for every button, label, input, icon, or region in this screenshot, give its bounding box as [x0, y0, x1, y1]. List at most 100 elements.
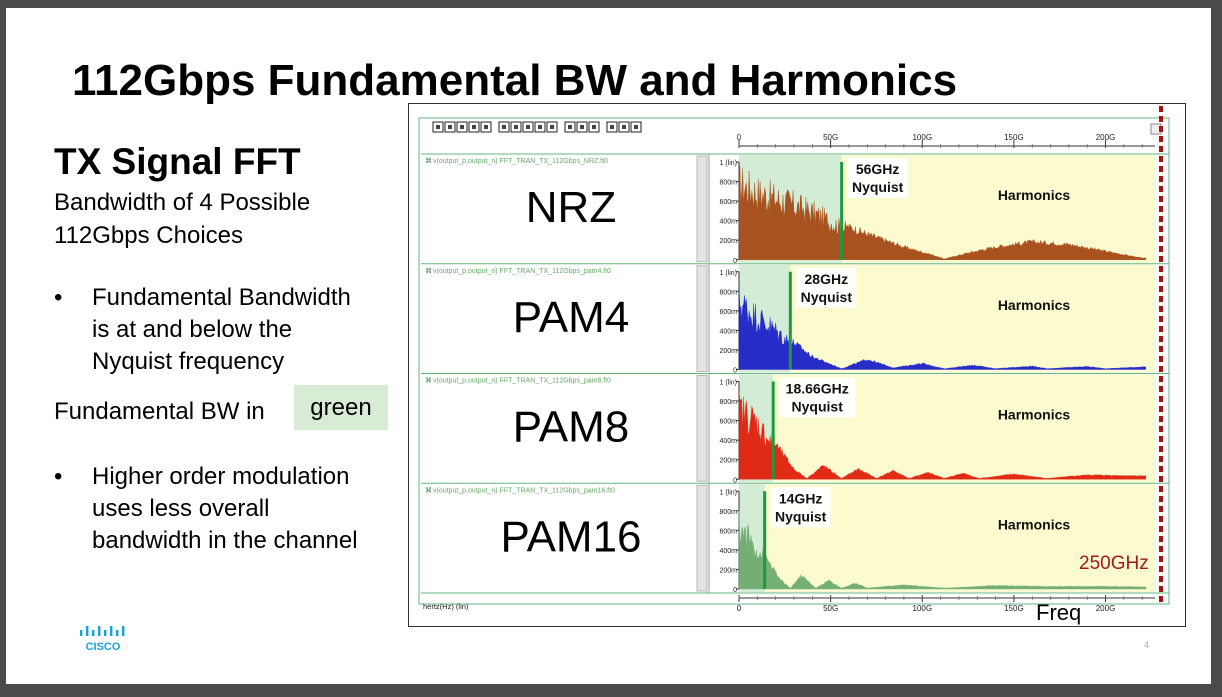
signal-header: v(output_p,output_n) FFT_TRAN_TX_112Gbps…	[433, 378, 611, 385]
panel-scrollbar	[696, 265, 708, 372]
bottom-axis-tick-label: 50G	[823, 604, 838, 613]
modulation-label: NRZ	[526, 183, 616, 232]
toolbar	[432, 121, 642, 133]
spectrum-trace	[738, 509, 1147, 590]
fft-chart-window: 0 50G 100G 150G 200G ⌘ v(output_p,output_n) FF…	[408, 103, 1186, 627]
spectrum-trace	[738, 284, 1147, 370]
bottom-axis-tick-label: 0	[737, 604, 742, 613]
top-axis-tick-label: 0	[737, 133, 742, 142]
panel-pam4: ⌘ v(output_p,output_n) FFT_TRAN_TX_112Gbp…	[421, 263, 1169, 375]
fundamental-bw-text: Fundamental BW in	[54, 398, 265, 425]
toolbar-glyph-icon	[436, 125, 440, 129]
slide-title: 112Gbps Fundamental BW and Harmonics	[72, 56, 958, 105]
signal-check-icon: ⌘	[425, 486, 432, 494]
y-axis-tick-label: 600m	[719, 528, 737, 535]
top-axis-tick-label: 200G	[1096, 133, 1116, 142]
signal-check-icon: ⌘	[425, 377, 432, 385]
bullet-line: uses less overall	[92, 495, 270, 522]
bottom-axis-tick-label: 200G	[1096, 604, 1116, 613]
y-axis-tick-label: 1 (lin)	[719, 270, 737, 277]
bullet-modulation: • Higher order modulation uses less over…	[54, 461, 414, 561]
nyquist-word-label: Nyquist	[792, 399, 844, 415]
top-axis-tick-label: 150G	[1004, 133, 1024, 142]
panel-scrollbar	[696, 155, 708, 263]
spectrum-trace	[738, 391, 1147, 480]
toolbar-glyph-icon	[634, 125, 638, 129]
toolbar-glyph-icon	[502, 125, 506, 129]
harmonics-label: Harmonics	[998, 516, 1071, 532]
top-axis-tick-label: 100G	[912, 133, 932, 142]
toolbar-glyph-icon	[514, 125, 518, 129]
panel-nrz: ⌘ v(output_p,output_n) FFT_TRAN_TX_112Gbp…	[421, 153, 1169, 265]
bullet-marker: •	[54, 463, 63, 490]
plot-frame	[418, 117, 1170, 605]
panel-scrollbar	[696, 484, 708, 592]
description-line-2: 112Gbps Choices	[54, 222, 243, 249]
nyquist-annotation-bg	[770, 487, 831, 528]
page-number: 4	[1144, 640, 1150, 650]
y-axis-tick-label: 0	[733, 587, 737, 594]
nyquist-annotation-bg	[796, 267, 857, 308]
modulation-label: PAM8	[513, 403, 630, 452]
harmonics-label: Harmonics	[998, 297, 1071, 313]
panel-pam8: ⌘ v(output_p,output_n) FFT_TRAN_TX_112Gbp…	[421, 373, 1169, 484]
nyquist-frequency-label: 56GHz	[856, 161, 900, 177]
logo-text: CISCO	[86, 641, 121, 653]
toolbar-glyph-icon	[460, 125, 464, 129]
nyquist-word-label: Nyquist	[852, 179, 904, 195]
toolbar-glyph-icon	[622, 125, 626, 129]
panel-pam16: ⌘ v(output_p,output_n) FFT_TRAN_TX_112Gbp…	[421, 482, 1169, 594]
y-axis-tick-label: 200m	[719, 458, 737, 465]
y-axis-tick-label: 0	[733, 258, 737, 265]
bullet-line: Nyquist frequency	[92, 348, 285, 375]
bullet-marker: •	[54, 284, 63, 311]
y-axis-tick-label: 600m	[719, 309, 737, 316]
signal-check-icon: ⌘	[425, 267, 432, 275]
bullet-line: is at and below the	[92, 316, 293, 343]
signal-check-icon: ⌘	[425, 157, 432, 165]
toolbar-glyph-icon	[550, 125, 554, 129]
y-axis-tick-label: 600m	[719, 199, 737, 206]
harmonics-label: Harmonics	[998, 187, 1071, 203]
nyquist-frequency-label: 28GHz	[805, 271, 849, 287]
bullet-line: bandwidth in the channel	[92, 527, 358, 554]
x-unit-label: hertz(Hz) (lin)	[423, 602, 469, 611]
y-axis-tick-label: 1 (lin)	[719, 160, 737, 167]
y-axis-tick-label: 0	[733, 477, 737, 484]
y-axis-tick-label: 600m	[719, 419, 737, 426]
y-axis-tick-label: 400m	[719, 328, 737, 335]
bullet-line: Fundamental Bandwidth	[92, 284, 351, 311]
y-axis-tick-label: 200m	[719, 567, 737, 574]
green-label: green	[294, 385, 388, 430]
slide-description: Bandwidth of 4 Possible 112Gbps Choices	[54, 186, 310, 252]
nyquist-annotation-bg	[779, 377, 856, 418]
bullet-fundamental: • Fundamental Bandwidth is at and below …	[54, 282, 414, 382]
top-axis-tick-label: 50G	[823, 133, 838, 142]
toolbar-glyph-icon	[568, 125, 572, 129]
toolbar-glyph-icon	[580, 125, 584, 129]
y-axis-tick-label: 200m	[719, 238, 737, 245]
toolbar-glyph-icon	[484, 125, 488, 129]
toolbar-glyph-icon	[592, 125, 596, 129]
freq-axis-label: Freq	[1036, 600, 1082, 625]
nyquist-word-label: Nyquist	[801, 289, 853, 305]
fft-chart: 0 50G 100G 150G 200G⌘ v(output_p,output_n) FF…	[409, 104, 1185, 626]
y-axis-tick-label: 0	[733, 368, 737, 375]
y-axis-tick-label: 400m	[719, 548, 737, 555]
signal-header: v(output_p,output_n) FFT_TRAN_TX_112Gbps…	[433, 487, 615, 494]
description-line-1: Bandwidth of 4 Possible	[54, 189, 311, 216]
y-axis-tick-label: 200m	[719, 348, 737, 355]
y-axis-tick-label: 400m	[719, 438, 737, 445]
y-axis-tick-label: 1 (lin)	[719, 489, 737, 496]
limit-label: 250GHz	[1079, 553, 1149, 574]
panel-scrollbar	[696, 375, 708, 482]
toolbar-glyph-icon	[526, 125, 530, 129]
bottom-axis-tick-label: 100G	[912, 604, 932, 613]
y-axis-tick-label: 400m	[719, 219, 737, 226]
y-axis-tick-label: 800m	[719, 180, 737, 187]
nyquist-word-label: Nyquist	[775, 508, 827, 524]
modulation-label: PAM4	[513, 293, 630, 342]
bullet-line: Higher order modulation	[92, 463, 350, 490]
y-axis-tick-label: 800m	[719, 509, 737, 516]
y-axis-tick-label: 800m	[719, 399, 737, 406]
